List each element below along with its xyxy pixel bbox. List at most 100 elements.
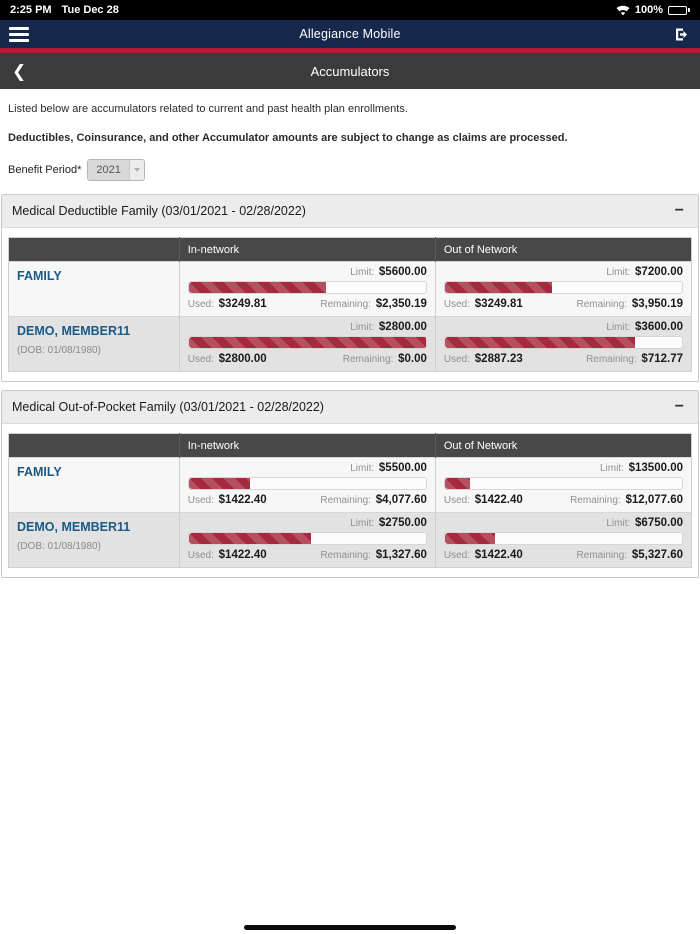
home-indicator[interactable] — [244, 925, 456, 930]
member-column-header — [8, 237, 180, 262]
menu-icon[interactable] — [9, 26, 29, 42]
progress-bar — [187, 336, 427, 349]
limit-value: $6750.00 — [635, 517, 683, 529]
limit-value: $3600.00 — [635, 321, 683, 333]
member-cell: DEMO, MEMBER11 (DOB: 01/08/1980) — [8, 512, 180, 568]
remaining-text: Remaining: $2,350.19 — [320, 298, 427, 310]
remaining-text: Remaining: $4,077.60 — [320, 494, 427, 506]
used-label: Used: — [443, 354, 473, 365]
used-text: Used: $2887.23 — [444, 353, 523, 365]
remaining-text: Remaining: $712.77 — [586, 353, 683, 365]
app-nav-bar: Allegiance Mobile — [0, 20, 700, 48]
progress-fill — [188, 337, 426, 348]
remaining-label: Remaining: — [586, 354, 640, 365]
remaining-text: Remaining: $12,077.60 — [570, 494, 683, 506]
progress-fill — [188, 478, 251, 489]
limit-value: $7200.00 — [635, 266, 683, 278]
progress-fill — [444, 478, 470, 489]
chevron-down-icon — [128, 160, 144, 180]
wifi-icon — [616, 5, 630, 16]
disclaimer-text: Deductibles, Coinsurance, and other Accu… — [8, 132, 568, 144]
remaining-label: Remaining: — [342, 354, 397, 365]
limit-label: Limit: — [606, 322, 634, 333]
in-network-column-header: In-network — [178, 433, 436, 458]
used-label: Used: — [443, 550, 473, 561]
back-button[interactable]: ❮ — [12, 61, 27, 81]
progress-bar — [443, 477, 683, 490]
limit-value: $5600.00 — [378, 266, 427, 278]
accumulator-table: In-network Out of Network FAMILY Limit: … — [8, 433, 692, 568]
member-dob: (DOB: 01/08/1980) — [17, 345, 101, 356]
table-header-row: In-network Out of Network — [8, 433, 692, 458]
brand-red-divider — [0, 48, 700, 53]
limit-value: $5500.00 — [378, 462, 427, 474]
remaining-value: $1,327.60 — [375, 549, 427, 561]
remaining-label: Remaining: — [570, 495, 624, 506]
limit-label: Limit: — [350, 463, 377, 474]
intro-text: Listed below are accumulators related to… — [8, 103, 408, 115]
remaining-label: Remaining: — [576, 299, 630, 310]
used-text: Used: $2800.00 — [188, 353, 267, 365]
remaining-value: $4,077.60 — [375, 494, 427, 506]
limit-value: $2800.00 — [378, 321, 427, 333]
status-time: 2:25 PM — [10, 4, 52, 16]
out-of-network-cell: Limit: $6750.00 Used: $1422.40 Remaining… — [434, 512, 692, 568]
battery-percent: 100% — [634, 4, 663, 16]
in-network-cell: Limit: $5500.00 Used: $1422.40 Remaining… — [178, 457, 436, 513]
progress-fill — [444, 337, 636, 348]
progress-bar — [443, 336, 683, 349]
remaining-value: $2,350.19 — [375, 298, 427, 310]
remaining-value: $5,327.60 — [631, 549, 683, 561]
in-network-cell: Limit: $5600.00 Used: $3249.81 Remaining… — [178, 261, 436, 317]
member-name[interactable]: DEMO, MEMBER11 — [17, 520, 131, 534]
member-name[interactable]: FAMILY — [17, 269, 62, 283]
progress-fill — [444, 533, 495, 544]
col-in-network: In-network — [187, 439, 240, 452]
logout-icon[interactable] — [674, 27, 691, 42]
out-of-network-column-header: Out of Network — [434, 433, 692, 458]
accumulator-card: Medical Deductible Family (03/01/2021 - … — [1, 194, 699, 382]
remaining-value: $0.00 — [398, 353, 427, 365]
member-name[interactable]: DEMO, MEMBER11 — [17, 324, 131, 338]
accumulator-card-body: In-network Out of Network FAMILY Limit: … — [2, 228, 698, 381]
sections: Medical Deductible Family (03/01/2021 - … — [0, 194, 700, 578]
accumulator-card-body: In-network Out of Network FAMILY Limit: … — [2, 424, 698, 577]
progress-bar — [187, 477, 427, 490]
out-of-network-cell: Limit: $13500.00 Used: $1422.40 Remainin… — [434, 457, 692, 513]
table-row: FAMILY Limit: $5500.00 Used: $1422.40 Re… — [8, 457, 692, 513]
used-value: $2800.00 — [218, 353, 267, 365]
member-cell: FAMILY — [8, 261, 180, 317]
out-of-network-column-header: Out of Network — [434, 237, 692, 262]
used-text: Used: $3249.81 — [444, 298, 523, 310]
benefit-period-value: 2021 — [88, 160, 129, 180]
member-name[interactable]: FAMILY — [17, 465, 62, 479]
in-network-cell: Limit: $2750.00 Used: $1422.40 Remaining… — [178, 512, 436, 568]
limit-label: Limit: — [606, 267, 634, 278]
used-label: Used: — [443, 495, 473, 506]
remaining-label: Remaining: — [320, 299, 374, 310]
used-value: $3249.81 — [218, 298, 267, 310]
used-value: $1422.40 — [218, 549, 267, 561]
progress-fill — [188, 533, 312, 544]
member-dob: (DOB: 01/08/1980) — [17, 541, 101, 552]
accumulator-table: In-network Out of Network FAMILY Limit: … — [8, 237, 692, 372]
col-out-of-network: Out of Network — [443, 439, 518, 452]
collapse-icon[interactable]: − — [674, 202, 684, 219]
remaining-value: $3,950.19 — [631, 298, 683, 310]
table-row: FAMILY Limit: $5600.00 Used: $3249.81 Re… — [8, 261, 692, 317]
progress-bar — [187, 532, 427, 545]
limit-label: Limit: — [350, 322, 377, 333]
benefit-period-select[interactable]: 2021 — [87, 159, 145, 181]
benefit-period-label: Benefit Period* — [8, 164, 82, 176]
used-value: $1422.40 — [218, 494, 267, 506]
collapse-icon[interactable]: − — [674, 398, 684, 415]
col-out-of-network: Out of Network — [443, 243, 518, 256]
limit-label: Limit: — [606, 518, 634, 529]
in-network-column-header: In-network — [178, 237, 436, 262]
used-text: Used: $1422.40 — [444, 549, 523, 561]
remaining-value: $12,077.60 — [625, 494, 683, 506]
accumulator-card-header[interactable]: Medical Out-of-Pocket Family (03/01/2021… — [2, 391, 698, 424]
accumulator-card-header[interactable]: Medical Deductible Family (03/01/2021 - … — [2, 195, 698, 228]
used-text: Used: $1422.40 — [188, 494, 267, 506]
accumulator-card: Medical Out-of-Pocket Family (03/01/2021… — [1, 390, 699, 578]
